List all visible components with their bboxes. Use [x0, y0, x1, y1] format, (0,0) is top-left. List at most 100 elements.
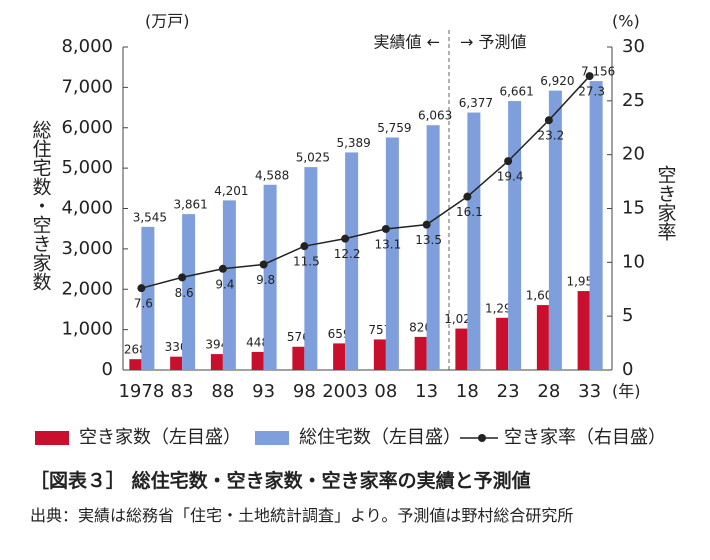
- y-unit: (万戸): [145, 12, 190, 31]
- y2-tick-label: 10: [622, 251, 645, 272]
- bar: [508, 101, 522, 370]
- data-label: 3,861: [173, 198, 207, 212]
- bar: [496, 317, 509, 370]
- y-tick-label: 4,000: [61, 198, 113, 219]
- x-tick-label: 88: [211, 381, 234, 402]
- data-label: 11.5: [293, 255, 320, 269]
- legend-label: 総住宅数（左目盛）: [299, 427, 461, 448]
- point: [137, 284, 146, 293]
- data-label: 5,025: [296, 151, 330, 165]
- legend-dot: [478, 434, 486, 442]
- x-unit: (年): [612, 382, 641, 401]
- y2-tick-label: 30: [622, 36, 645, 57]
- bar: [182, 214, 196, 370]
- data-label: 4,201: [214, 184, 248, 198]
- x-tick-label: 93: [252, 381, 275, 402]
- bar: [426, 125, 440, 370]
- point: [463, 192, 472, 201]
- bar: [222, 200, 236, 370]
- point: [341, 234, 350, 243]
- data-label: 659: [328, 327, 351, 341]
- bar: [251, 351, 264, 370]
- y2-tick-label: 20: [622, 144, 645, 165]
- bar: [333, 343, 346, 370]
- data-label: 23.2: [538, 129, 565, 143]
- y-tick-label: 0: [102, 359, 113, 380]
- point: [585, 72, 594, 81]
- legend-label: 空き家率（右目盛）: [504, 427, 666, 448]
- legend-swatch: [35, 431, 69, 445]
- data-label: 5,759: [377, 121, 411, 135]
- point: [218, 264, 227, 273]
- bar: [141, 226, 155, 370]
- bar: [345, 152, 359, 370]
- bar: [129, 359, 142, 370]
- point: [504, 157, 513, 166]
- legend-label: 空き家数（左目盛）: [79, 427, 241, 448]
- point: [422, 220, 431, 229]
- data-label: 19.4: [497, 170, 524, 184]
- y-tick-label: 3,000: [61, 238, 113, 259]
- data-label: 757: [368, 323, 391, 337]
- chart: (万戸) (%) 総住宅数・空き家数 空き家率 (年) 実績値 ← → 予測値 …: [30, 12, 677, 449]
- point: [300, 242, 309, 251]
- y-tick-label: 6,000: [61, 117, 113, 138]
- data-label: 6,661: [499, 85, 533, 99]
- y-tick-label: 2,000: [61, 278, 113, 299]
- bar: [577, 291, 590, 370]
- point: [544, 116, 553, 125]
- x-tick-label: 08: [374, 381, 397, 402]
- data-label: 3,545: [133, 210, 167, 224]
- bar: [536, 305, 549, 370]
- data-label: 6,920: [540, 74, 574, 88]
- data-label: 9.8: [256, 273, 275, 287]
- x-tick-label: 13: [415, 381, 438, 402]
- data-label: 448: [246, 335, 269, 349]
- bar: [385, 137, 399, 370]
- bar: [210, 354, 223, 370]
- y-tick-label: 5,000: [61, 157, 113, 178]
- x-tick-label: 28: [537, 381, 560, 402]
- x-tick-label: 2003: [322, 381, 368, 402]
- y2-tick-label: 0: [622, 359, 633, 380]
- bar: [589, 81, 603, 370]
- y-tick-label: 8,000: [61, 36, 113, 57]
- caption: ［図表３］ 総住宅数・空き家数・空き家率の実績と予測値: [30, 470, 531, 492]
- data-label: 6,377: [459, 96, 493, 110]
- data-label: 13.5: [415, 233, 442, 247]
- bar: [548, 90, 562, 370]
- bar: [292, 346, 305, 370]
- data-label: 394: [205, 338, 228, 352]
- data-label: 13.1: [375, 237, 402, 251]
- line: [141, 75, 591, 289]
- data-label: 12.2: [334, 247, 361, 261]
- annotation: → 予測値: [460, 33, 527, 52]
- bar: [414, 336, 427, 370]
- y2-tick-label: 25: [622, 90, 645, 111]
- data-label: 4,588: [255, 168, 289, 182]
- data-label: 9.4: [215, 277, 234, 291]
- data-label: 820: [409, 320, 432, 334]
- bar: [373, 339, 386, 370]
- legend-swatch: [255, 431, 289, 445]
- y2-tick-label: 5: [622, 305, 633, 326]
- y2-unit: (%): [612, 12, 640, 31]
- y2-tick-label: 15: [622, 198, 645, 219]
- data-label: 330: [165, 340, 188, 354]
- data-label: 6,063: [418, 109, 452, 123]
- point: [178, 273, 187, 282]
- x-tick-label: 33: [578, 381, 601, 402]
- data-label: 8.6: [175, 286, 194, 300]
- data-label: 576: [287, 330, 310, 344]
- bar: [455, 328, 468, 370]
- data-label: 7.6: [134, 297, 153, 311]
- x-tick-label: 23: [497, 381, 520, 402]
- bar: [170, 356, 183, 370]
- data-label: 16.1: [456, 205, 483, 219]
- y2-axis-label: 空き家率: [655, 165, 677, 241]
- data-label: 5,389: [336, 136, 370, 150]
- y-tick-label: 1,000: [61, 319, 113, 340]
- y-axis-label: 総住宅数・空き家数: [30, 120, 52, 291]
- data-label: 268: [124, 343, 147, 357]
